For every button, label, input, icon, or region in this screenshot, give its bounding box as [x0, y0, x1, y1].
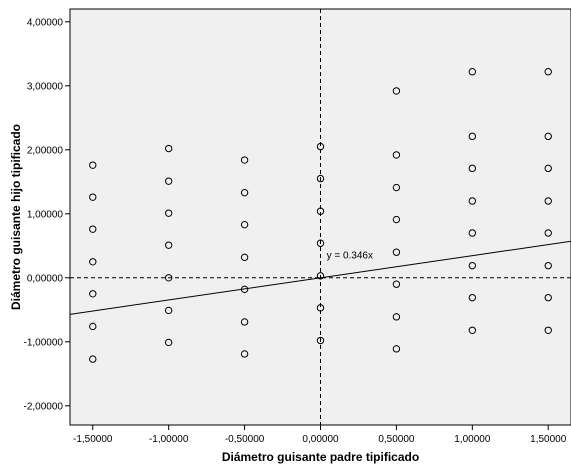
data-point	[164, 241, 173, 249]
y-tick-label: 4,00000	[27, 17, 64, 28]
fit-line	[69, 240, 571, 315]
data-points	[89, 68, 552, 363]
data-point	[392, 345, 401, 353]
data-point	[316, 336, 325, 345]
data-point	[164, 144, 173, 153]
data-point	[392, 215, 401, 224]
data-point	[316, 207, 325, 215]
data-point	[316, 272, 325, 280]
y-tick-label: 2,00000	[27, 145, 64, 156]
data-point	[240, 220, 249, 229]
data-point	[392, 151, 401, 159]
x-tick-label: 1,00000	[454, 434, 491, 445]
y-tick-label: 0,00000	[27, 273, 64, 284]
data-point	[544, 197, 552, 205]
data-point	[89, 258, 97, 266]
x-tick-label: 0,50000	[378, 434, 415, 445]
data-point	[89, 225, 97, 233]
x-tick-label: -1,00000	[149, 434, 189, 445]
data-point	[240, 285, 249, 294]
x-tick-label: -1,50000	[73, 434, 113, 445]
data-point	[468, 132, 477, 141]
x-tick-label: 0,00000	[302, 434, 339, 445]
data-point	[544, 261, 552, 270]
y-axis-title: Diámetro guisante hijo tipificado	[9, 124, 23, 310]
data-point	[468, 261, 477, 270]
data-point	[468, 197, 477, 205]
axes: -1,50000 -1,00000 -0,50000 0,00000 0,50000 1,…	[24, 17, 567, 445]
x-tick-label: 1,50000	[530, 434, 567, 445]
data-point	[392, 183, 401, 192]
data-point	[468, 164, 477, 173]
data-point	[544, 293, 552, 302]
data-point	[240, 188, 249, 197]
data-point	[468, 293, 477, 302]
data-point	[164, 274, 173, 282]
fit-line-label: y = 0.346x	[327, 251, 373, 262]
data-point	[544, 229, 552, 237]
y-tick-label: -2,00000	[24, 401, 64, 412]
data-point	[164, 338, 173, 347]
data-point	[89, 355, 97, 363]
data-point	[392, 280, 401, 288]
data-point	[544, 326, 552, 334]
data-point	[468, 68, 477, 76]
data-point	[544, 164, 552, 173]
data-point	[164, 306, 173, 315]
data-point	[316, 239, 325, 247]
data-point	[316, 304, 325, 312]
data-point	[392, 248, 401, 256]
data-point	[240, 156, 249, 164]
data-point	[392, 87, 401, 95]
data-point	[316, 142, 325, 151]
data-point	[89, 161, 97, 169]
y-tick-label: 1,00000	[27, 209, 64, 220]
y-tick-label: -1,00000	[24, 337, 64, 348]
data-point	[240, 253, 249, 262]
data-point	[316, 174, 325, 183]
data-point	[240, 318, 249, 326]
data-point	[89, 193, 97, 201]
data-point	[544, 132, 552, 141]
data-point	[240, 350, 249, 358]
data-point	[468, 326, 477, 334]
data-point	[89, 322, 97, 331]
data-point	[392, 313, 401, 321]
data-point	[89, 290, 97, 298]
x-tick-label: -0,50000	[225, 434, 265, 445]
y-tick-label: 3,00000	[27, 81, 64, 92]
data-point	[544, 68, 552, 76]
fit-line-group	[69, 240, 571, 315]
data-point	[164, 209, 173, 217]
x-axis-title: Diámetro guisante padre tipificado	[222, 450, 419, 464]
data-point	[164, 177, 173, 185]
data-point	[468, 229, 477, 237]
reference-lines	[70, 9, 571, 425]
